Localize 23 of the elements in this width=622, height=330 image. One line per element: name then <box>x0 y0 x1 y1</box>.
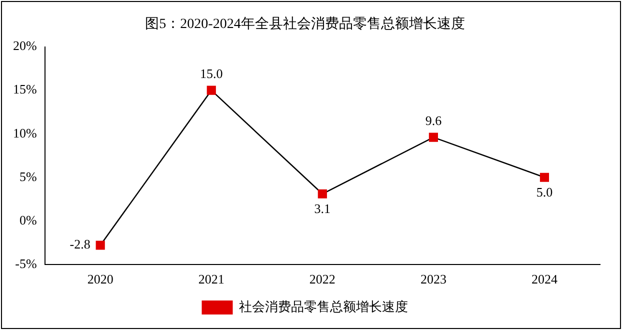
data-label: -2.8 <box>70 236 90 252</box>
data-label: 3.1 <box>314 200 331 216</box>
x-tick-label: 2023 <box>420 272 446 287</box>
x-tick-label: 2021 <box>198 272 224 287</box>
data-label: 15.0 <box>200 66 223 82</box>
data-label: 9.6 <box>425 113 442 128</box>
y-tick-label: 0% <box>19 212 37 228</box>
y-tick-label: 5% <box>19 168 37 184</box>
point <box>428 132 438 142</box>
chart-title: 图5：2020-2024年全县社会消费品零售总额增长速度 <box>145 16 465 32</box>
x-tick-label: 2020 <box>87 272 114 287</box>
x-tick-label: 2024 <box>531 272 558 287</box>
x-tick-label: 2022 <box>309 272 336 287</box>
data-label: 5.0 <box>536 184 553 200</box>
point <box>318 189 327 198</box>
y-tick-label: 15% <box>12 82 37 97</box>
point <box>96 240 105 250</box>
y-tick-label: 10% <box>12 125 37 140</box>
legend-label: 社会消费品零售总额增长速度 <box>238 298 408 314</box>
y-tick-label: 20% <box>12 38 37 54</box>
y-tick-label: -5% <box>15 256 37 271</box>
point <box>540 172 550 182</box>
point <box>206 86 216 95</box>
